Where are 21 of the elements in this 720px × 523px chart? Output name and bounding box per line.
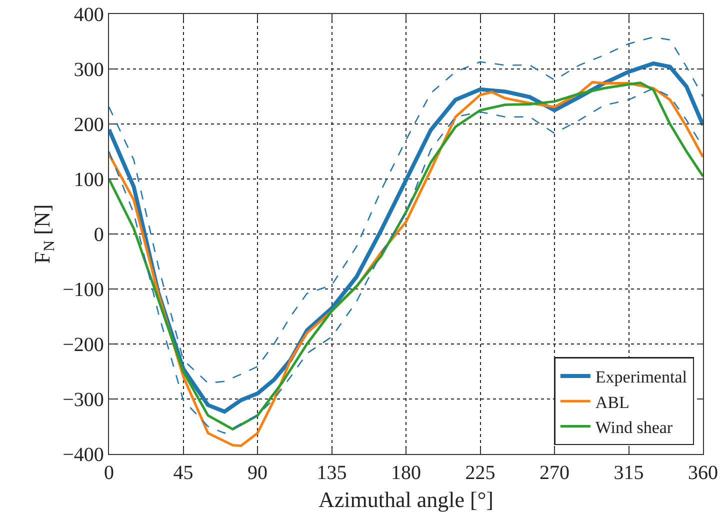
legend-label: ABL	[595, 392, 630, 412]
legend-label: Experimental	[595, 368, 688, 387]
x-tick-label: 45	[173, 462, 194, 484]
y-tick-label: 400	[74, 4, 104, 26]
y-tick-label: −300	[62, 389, 104, 411]
x-tick-label: 180	[391, 462, 421, 484]
x-tick-label: 360	[688, 462, 718, 484]
y-tick-label: 0	[94, 224, 104, 246]
y-tick-label: −200	[62, 334, 104, 356]
x-tick-label: 90	[248, 462, 268, 484]
x-tick-label: 225	[465, 462, 496, 484]
x-tick-label: 315	[614, 462, 644, 484]
y-tick-label: −100	[62, 279, 104, 301]
y-tick-label: 100	[74, 169, 104, 191]
legend-label: Wind shear	[595, 418, 673, 437]
x-axis-title: Azimuthal angle [°]	[318, 487, 494, 512]
x-tick-label: 270	[540, 462, 570, 484]
y-tick-label: 300	[74, 59, 104, 81]
x-tick-label: 135	[316, 462, 347, 484]
y-tick-label: 200	[74, 114, 104, 136]
y-tick-label: −400	[62, 444, 104, 466]
